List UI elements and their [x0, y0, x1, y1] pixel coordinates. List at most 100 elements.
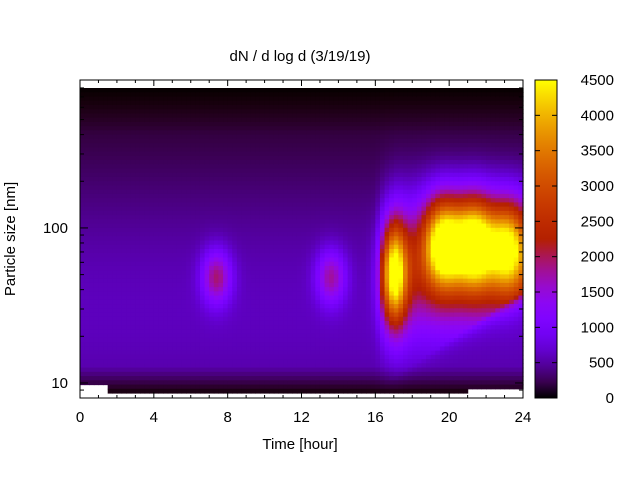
heatmap-cell — [283, 299, 289, 305]
heatmap-cell — [278, 236, 284, 242]
heatmap-cell — [292, 359, 298, 364]
heatmap-cell — [315, 172, 321, 178]
heatmap-cell — [149, 155, 155, 161]
heatmap-cell — [149, 210, 155, 216]
heatmap-cell — [361, 134, 367, 140]
heatmap-cell — [112, 223, 118, 229]
heatmap-cell — [379, 155, 386, 161]
heatmap-cell — [204, 350, 210, 356]
heatmap-cell — [292, 371, 298, 377]
heatmap-cell — [269, 113, 275, 119]
heatmap-cell — [93, 253, 100, 259]
heatmap-cell — [236, 346, 243, 352]
heatmap-cell — [329, 261, 335, 267]
heatmap-cell — [227, 265, 233, 271]
heatmap-cell — [269, 185, 275, 191]
heatmap-cell — [130, 367, 136, 373]
heatmap-cell — [319, 291, 326, 297]
heatmap-cell — [107, 223, 113, 229]
heatmap-cell — [264, 371, 270, 377]
heatmap-cell — [292, 147, 298, 153]
heatmap-cell — [130, 299, 136, 305]
heatmap-cell — [144, 155, 150, 161]
heatmap-cell — [126, 320, 132, 326]
heatmap-cell — [135, 376, 141, 381]
heatmap-cell — [301, 270, 307, 275]
heatmap-cell — [329, 274, 335, 280]
heatmap-cell — [250, 359, 256, 364]
heatmap-cell — [389, 138, 395, 144]
heatmap-cell — [223, 363, 229, 369]
heatmap-cell — [343, 278, 349, 284]
heatmap-cell — [163, 193, 169, 199]
heatmap-cell — [338, 147, 344, 153]
heatmap-cell — [190, 308, 196, 314]
heatmap-cell — [204, 337, 210, 343]
heatmap-cell — [218, 100, 224, 106]
heatmap-cell — [232, 299, 238, 305]
heatmap-cell — [246, 164, 252, 170]
heatmap-cell — [103, 202, 109, 208]
heatmap-cell — [264, 299, 270, 305]
heatmap-cell — [190, 325, 196, 331]
heatmap-cell — [324, 134, 330, 140]
heatmap-cell — [352, 198, 358, 203]
heatmap-column — [319, 88, 326, 394]
heatmap-cell — [204, 155, 210, 161]
heatmap-cell — [103, 270, 109, 275]
heatmap-cell — [139, 151, 146, 157]
heatmap-cell — [181, 363, 187, 369]
heatmap-cell — [310, 367, 316, 373]
heatmap-cell — [292, 257, 298, 263]
heatmap-cell — [153, 325, 160, 331]
heatmap-cell — [89, 274, 95, 280]
heatmap-cell — [107, 176, 113, 182]
heatmap-cell — [352, 121, 358, 127]
heatmap-cell — [144, 168, 150, 174]
heatmap-cell — [186, 215, 192, 220]
heatmap-cell — [130, 160, 136, 165]
heatmap-cell — [186, 291, 192, 297]
heatmap-cell — [324, 363, 330, 369]
heatmap-cell — [273, 316, 280, 322]
heatmap-cell — [199, 261, 206, 267]
heatmap-cell — [306, 232, 312, 237]
heatmap-cell — [121, 359, 127, 364]
heatmap-cell — [130, 316, 136, 322]
heatmap-cell — [296, 316, 303, 322]
heatmap-cell — [93, 363, 100, 369]
heatmap-cell — [218, 160, 224, 165]
heatmap-cell — [167, 308, 173, 314]
heatmap-cell — [370, 223, 376, 229]
heatmap-cell — [236, 227, 243, 233]
heatmap-cell — [190, 253, 196, 259]
heatmap-cell — [347, 215, 353, 220]
heatmap-cell — [366, 380, 372, 386]
heatmap-cell — [393, 121, 399, 127]
heatmap-cell — [227, 253, 233, 259]
heatmap-cell — [356, 121, 363, 127]
heatmap-cell — [333, 96, 340, 102]
heatmap-cell — [135, 117, 141, 123]
heatmap-cell — [236, 189, 243, 195]
heatmap-cell — [301, 198, 307, 203]
heatmap-cell — [384, 299, 390, 305]
heatmap-cell — [379, 371, 386, 377]
heatmap-cell — [153, 287, 160, 292]
heatmap-cell — [209, 388, 215, 394]
heatmap-cell — [236, 198, 243, 203]
heatmap-cell — [107, 371, 113, 377]
heatmap-cell — [172, 320, 178, 326]
heatmap-cell — [213, 337, 220, 343]
heatmap-cell — [324, 376, 330, 381]
heatmap-cell — [98, 329, 104, 335]
heatmap-cell — [255, 92, 261, 98]
heatmap-cell — [181, 232, 187, 237]
heatmap-cell — [84, 134, 90, 140]
heatmap-cell — [139, 371, 146, 377]
heatmap-cell — [232, 282, 238, 288]
heatmap-cell — [204, 92, 210, 98]
heatmap-cell — [366, 354, 372, 360]
heatmap-cell — [209, 130, 215, 136]
heatmap-cell — [167, 363, 173, 369]
